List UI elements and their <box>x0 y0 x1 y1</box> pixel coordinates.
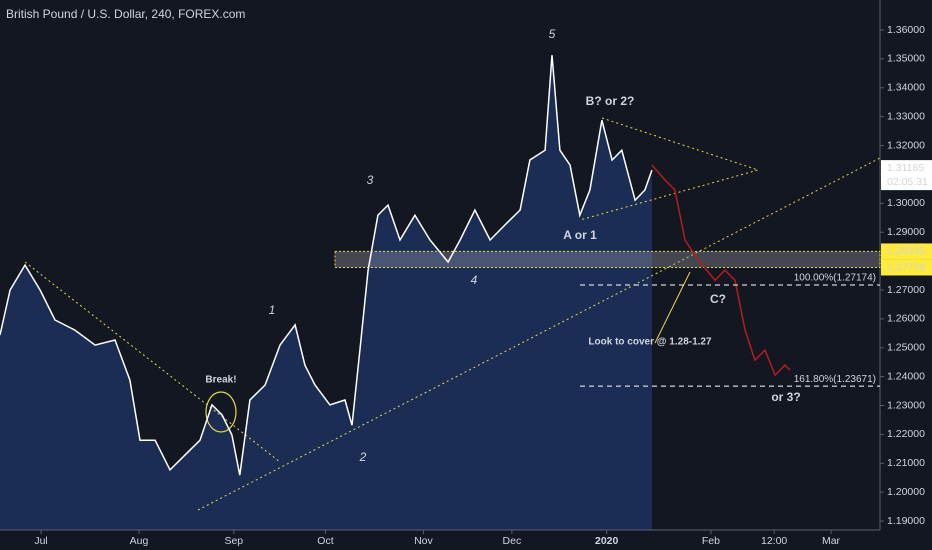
y-tick-label: 1.22000 <box>887 428 925 440</box>
y-tick-label: 1.26000 <box>887 313 925 325</box>
price-line <box>651 164 791 377</box>
annotation: 5 <box>549 27 556 41</box>
x-tick-label: Jul <box>34 535 47 547</box>
trendline <box>24 261 281 463</box>
y-tick-label: 1.21000 <box>887 457 925 469</box>
annotation: 1 <box>269 303 276 317</box>
x-tick-label: Feb <box>702 535 720 547</box>
x-tick-label: 2020 <box>595 535 619 547</box>
zone-price-box <box>881 259 932 276</box>
annotation: B? or 2? <box>586 94 635 108</box>
annotation: 4 <box>471 273 478 287</box>
break-circle <box>205 391 237 433</box>
y-tick-label: 1.34000 <box>887 82 925 94</box>
x-tick-label: Sep <box>224 535 243 547</box>
price-line <box>0 55 653 476</box>
annotation: C? <box>710 292 726 306</box>
countdown: 02:05:31 <box>887 176 928 188</box>
zone-price-label: 1.27779 <box>887 261 925 273</box>
fib-label: 100.00%(1.27174) <box>794 273 876 284</box>
last-price-label: 1.31185 <box>887 162 924 174</box>
x-tick-label: Aug <box>130 535 149 547</box>
annotation: 2 <box>359 450 367 464</box>
annotation: Break! <box>205 375 236 386</box>
plot-area <box>0 55 652 530</box>
y-tick-label: 1.36000 <box>887 24 925 36</box>
x-tick-label: Nov <box>414 535 433 547</box>
y-tick-label: 1.30000 <box>887 197 925 209</box>
annotation: 3 <box>367 173 374 187</box>
chart-title: British Pound / U.S. Dollar, 240, FOREX.… <box>6 7 245 21</box>
zone-price-label: 1.28335 <box>887 245 925 257</box>
zone-price-box <box>881 243 932 260</box>
annotation: Look to cover @ 1.28-1.27 <box>588 337 712 348</box>
y-tick-label: 1.19000 <box>887 515 925 527</box>
zone <box>334 250 881 268</box>
x-tick-label: Oct <box>317 535 333 547</box>
y-tick-label: 1.29000 <box>887 226 925 238</box>
y-tick-label: 1.20000 <box>887 486 925 498</box>
last-price-box <box>881 160 932 191</box>
y-tick-label: 1.27000 <box>887 284 925 296</box>
x-tick-label: Mar <box>822 535 841 547</box>
annotation: or 3? <box>771 390 800 404</box>
y-tick-label: 1.25000 <box>887 342 925 354</box>
y-tick-label: 1.24000 <box>887 370 925 382</box>
y-tick-label: 1.23000 <box>887 399 925 411</box>
y-tick-label: 1.32000 <box>887 139 925 151</box>
fib-label: 161.80%(1.23671) <box>794 374 876 385</box>
arrow <box>654 271 691 344</box>
x-tick-label: 12:00 <box>761 535 787 547</box>
area <box>0 55 652 530</box>
y-tick-label: 1.35000 <box>887 53 925 65</box>
annotation: A or 1 <box>563 228 597 242</box>
y-tick-label: 1.33000 <box>887 110 925 122</box>
x-tick-label: Dec <box>503 535 522 547</box>
